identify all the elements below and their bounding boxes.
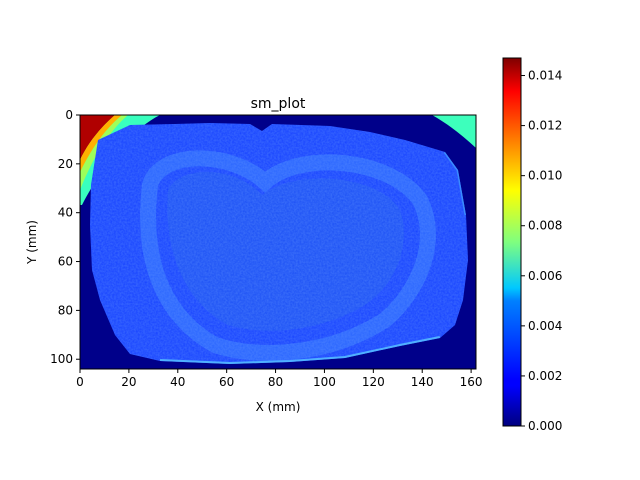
x-tick-label: 120 — [362, 375, 385, 389]
colorbar-tick-label: 0.002 — [528, 369, 562, 383]
y-axis: 0 20 40 60 80 100 — [50, 108, 80, 366]
tissue-texture — [90, 123, 468, 364]
y-tick-label: 80 — [58, 303, 73, 317]
colorbar-tick-label: 0.008 — [528, 219, 562, 233]
bright-corner-top-left — [80, 115, 115, 160]
x-tick-label: 80 — [268, 375, 283, 389]
colorbar-ticks: 0.000 0.002 0.004 0.006 0.008 0.010 0.012 0.014 — [521, 69, 562, 433]
colorbar-tick-label: 0.000 — [528, 419, 562, 433]
y-tick-label: 40 — [58, 206, 73, 220]
heatmap-image — [80, 115, 476, 369]
x-axis-label: X (mm) — [256, 400, 301, 414]
x-tick-label: 40 — [170, 375, 185, 389]
chart-title: sm_plot — [251, 96, 306, 112]
y-tick-label: 100 — [50, 352, 73, 366]
colorbar-tick-label: 0.010 — [528, 169, 562, 183]
x-tick-label: 160 — [460, 375, 483, 389]
y-tick-label: 0 — [65, 108, 73, 122]
x-tick-label: 100 — [313, 375, 336, 389]
x-tick-label: 60 — [219, 375, 234, 389]
x-tick-label: 20 — [121, 375, 136, 389]
colorbar-tick-label: 0.012 — [528, 119, 562, 133]
x-axis: 0 20 40 60 80 100 120 140 160 — [76, 369, 483, 389]
y-tick-label: 60 — [58, 255, 73, 269]
x-tick-label: 0 — [76, 375, 84, 389]
edge-band-top-right — [432, 115, 476, 148]
colorbar-tick-label: 0.006 — [528, 269, 562, 283]
colorbar-tick-label: 0.004 — [528, 319, 562, 333]
y-tick-label: 20 — [58, 157, 73, 171]
y-axis-label: Y (mm) — [25, 220, 39, 265]
colorbar-tick-label: 0.014 — [528, 69, 562, 83]
plot-frame — [79, 114, 477, 370]
colorbar — [502, 57, 522, 427]
x-tick-label: 140 — [411, 375, 434, 389]
